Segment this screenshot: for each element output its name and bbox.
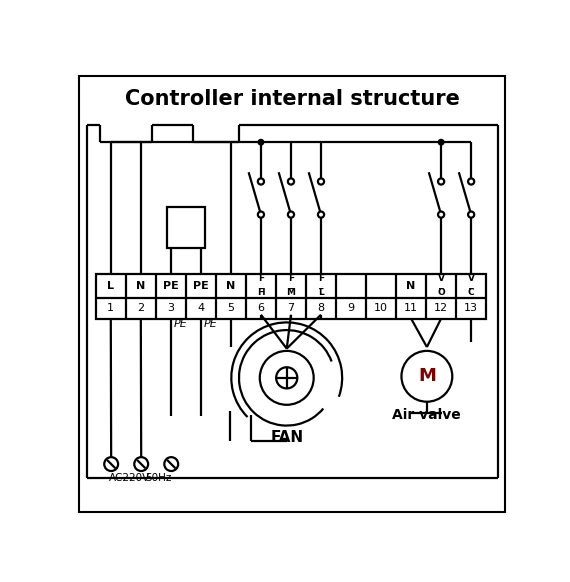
- Text: PE: PE: [193, 281, 209, 291]
- Text: 7: 7: [287, 303, 295, 313]
- Circle shape: [258, 179, 264, 184]
- Circle shape: [135, 457, 148, 471]
- Text: PE: PE: [163, 281, 179, 291]
- Circle shape: [401, 351, 452, 402]
- Circle shape: [438, 211, 444, 218]
- Circle shape: [468, 211, 474, 218]
- Text: 5: 5: [227, 303, 234, 313]
- Text: F
_
M: F _ M: [287, 274, 295, 297]
- Circle shape: [288, 211, 294, 218]
- Text: N: N: [226, 281, 235, 291]
- Text: 2: 2: [137, 303, 144, 313]
- Circle shape: [276, 367, 298, 388]
- Text: Air valve: Air valve: [393, 408, 461, 422]
- Bar: [96, 274, 486, 318]
- Text: M: M: [418, 367, 436, 385]
- Circle shape: [318, 211, 324, 218]
- Text: 1: 1: [107, 303, 115, 313]
- Circle shape: [258, 139, 264, 146]
- Circle shape: [260, 351, 314, 405]
- Text: 9: 9: [348, 303, 355, 313]
- Circle shape: [438, 139, 445, 146]
- Text: PE: PE: [174, 319, 188, 329]
- Text: N: N: [406, 281, 416, 291]
- Text: V
_
C: V _ C: [467, 274, 475, 297]
- Text: 13: 13: [464, 303, 478, 313]
- Text: 6: 6: [258, 303, 264, 313]
- Circle shape: [468, 179, 474, 184]
- Bar: [167, 207, 205, 249]
- Circle shape: [104, 457, 118, 471]
- Circle shape: [164, 457, 178, 471]
- Text: AC220V: AC220V: [109, 473, 150, 483]
- Text: FAN: FAN: [270, 431, 303, 445]
- Text: 50Hz: 50Hz: [145, 473, 172, 483]
- Text: 12: 12: [434, 303, 448, 313]
- Text: N: N: [136, 281, 145, 291]
- Circle shape: [288, 179, 294, 184]
- Text: 4: 4: [197, 303, 205, 313]
- Text: 10: 10: [374, 303, 388, 313]
- Text: V
_
O: V _ O: [437, 274, 445, 297]
- Text: 8: 8: [317, 303, 324, 313]
- Circle shape: [258, 211, 264, 218]
- Text: 11: 11: [404, 303, 418, 313]
- Circle shape: [438, 179, 444, 184]
- Text: Controller internal structure: Controller internal structure: [125, 89, 459, 109]
- Text: PE: PE: [204, 319, 218, 329]
- Text: 3: 3: [168, 303, 174, 313]
- Text: F
_
H: F _ H: [257, 274, 264, 297]
- Text: L: L: [107, 281, 115, 291]
- Text: F
_
L: F _ L: [318, 274, 324, 297]
- Circle shape: [318, 179, 324, 184]
